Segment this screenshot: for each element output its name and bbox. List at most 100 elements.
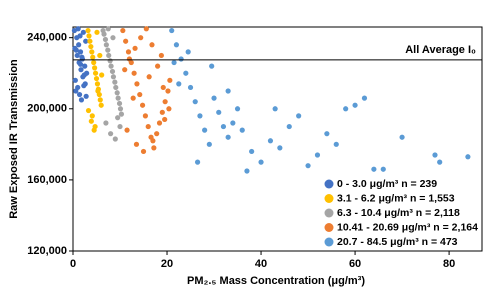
y-axis-label: Raw Exposed IR Transmission	[8, 59, 20, 219]
data-point	[109, 68, 116, 75]
data-point	[82, 63, 88, 69]
data-point	[324, 131, 330, 137]
data-point	[352, 102, 358, 108]
x-tick-label: 40	[255, 258, 267, 270]
data-point	[234, 106, 241, 112]
data-point	[113, 84, 119, 91]
data-point	[90, 54, 96, 60]
data-point	[80, 29, 86, 35]
data-point	[85, 107, 92, 114]
data-point	[258, 159, 264, 165]
x-tick-label: 20	[161, 258, 173, 270]
data-point	[151, 145, 157, 151]
data-point	[114, 90, 120, 96]
data-point	[118, 111, 125, 117]
data-point	[143, 26, 149, 32]
data-point	[117, 106, 124, 112]
data-point	[176, 81, 182, 87]
legend-marker	[324, 179, 334, 189]
data-point	[155, 63, 161, 69]
data-point	[83, 38, 89, 44]
data-point	[117, 123, 123, 130]
data-point	[220, 123, 227, 130]
data-point	[91, 59, 97, 66]
data-point	[97, 97, 103, 103]
data-point	[123, 38, 129, 44]
data-point	[244, 168, 250, 174]
data-point	[137, 91, 143, 98]
legend: 0 - 3.0 μg/m³ n = 239 3.1 - 6.2 μg/m³ n =…	[318, 176, 480, 249]
data-point	[125, 49, 132, 55]
data-point	[72, 77, 78, 83]
data-point	[89, 113, 95, 119]
data-point	[192, 99, 198, 105]
data-point	[209, 63, 215, 69]
data-point	[371, 166, 377, 172]
data-point	[142, 113, 148, 119]
data-point	[107, 58, 113, 64]
data-point	[78, 67, 84, 73]
data-point	[126, 56, 133, 62]
data-point	[92, 65, 98, 71]
data-point	[206, 141, 212, 147]
data-point	[89, 49, 95, 55]
data-point	[437, 159, 443, 165]
data-point	[225, 134, 231, 140]
data-point	[73, 88, 79, 94]
data-point	[81, 83, 87, 89]
legend-marker	[324, 194, 334, 203]
data-point	[124, 127, 130, 133]
data-point	[185, 49, 191, 55]
data-point	[183, 70, 189, 76]
x-tick-label: 0	[70, 258, 76, 270]
legend-label: 10.41 - 20.69 μg/m³ n = 2,164	[337, 221, 478, 233]
data-point	[105, 47, 111, 53]
data-point	[77, 49, 84, 55]
data-point	[76, 91, 83, 98]
y-tick-label: 120,000	[27, 245, 67, 257]
data-point	[211, 95, 217, 101]
data-point	[173, 42, 180, 48]
data-point	[249, 148, 255, 155]
data-point	[197, 113, 203, 119]
data-point	[202, 127, 208, 133]
data-point	[92, 123, 98, 130]
data-point	[103, 120, 109, 126]
data-point	[380, 166, 386, 172]
data-point	[194, 159, 201, 165]
data-point	[286, 123, 292, 130]
data-point	[101, 31, 107, 37]
data-point	[88, 118, 94, 124]
data-point	[102, 36, 109, 43]
data-point	[277, 145, 283, 151]
data-point	[343, 106, 349, 112]
data-point	[305, 163, 311, 169]
data-point	[138, 35, 144, 41]
data-point	[77, 61, 84, 67]
data-point	[76, 42, 82, 48]
data-point	[146, 74, 152, 80]
data-point	[98, 102, 104, 108]
data-point	[97, 52, 103, 59]
data-point	[130, 95, 136, 101]
data-point	[86, 33, 92, 39]
y-tick-label: 160,000	[27, 174, 67, 186]
data-point	[110, 74, 117, 80]
reference-label: All Average I₀	[405, 44, 476, 56]
data-point	[160, 84, 166, 91]
data-point	[115, 115, 121, 121]
data-point	[162, 99, 168, 105]
data-point	[140, 148, 147, 155]
y-tick-label: 240,000	[27, 32, 67, 44]
data-point	[166, 106, 172, 112]
legend-label: 3.1 - 6.2 μg/m³ n = 1,553	[337, 192, 455, 204]
data-point	[154, 131, 160, 137]
data-point	[85, 27, 91, 34]
legend-label: 20.7 - 84.5 μg/m³ n = 473	[337, 236, 458, 248]
plot-frame	[72, 26, 483, 252]
data-point	[465, 154, 471, 160]
data-point	[139, 102, 146, 108]
data-point	[399, 134, 405, 140]
data-point	[103, 42, 109, 48]
